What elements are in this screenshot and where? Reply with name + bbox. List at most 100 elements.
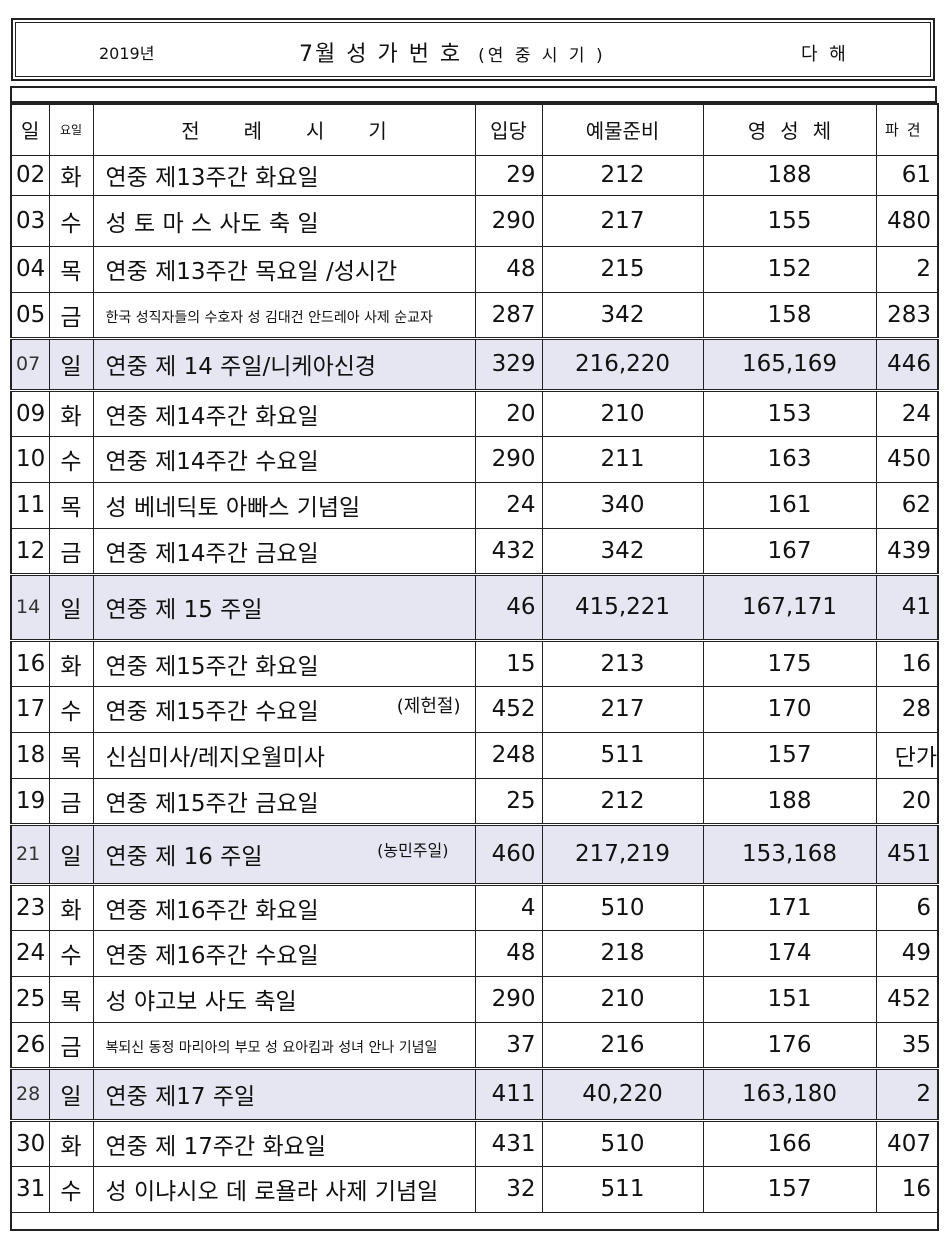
- row-day: 14: [10, 572, 50, 641]
- row-offertory: 216: [541, 1021, 704, 1069]
- row-dismissal: 2: [875, 1066, 939, 1121]
- row-dow: 화: [48, 388, 94, 437]
- liturgy-text: 연중 제 15 주일: [105, 597, 263, 623]
- row-communion: 153,168: [702, 822, 877, 885]
- row-day: 23: [10, 882, 50, 931]
- col-header-communion: 영성체: [702, 103, 877, 156]
- table-row: 16 화 연중 제15주간 화요일 15 213 175 16: [10, 638, 939, 687]
- table-row: 04 목 연중 제13주간 목요일 /성시간 48 215 152 2: [10, 245, 939, 293]
- liturgy-text: 연중 제16주간 화요일: [105, 897, 319, 924]
- liturgy-text: 성 베네딕토 아빠스 기념일: [105, 495, 361, 521]
- row-liturgy: 연중 제17 주일: [92, 1066, 476, 1121]
- table-row: 21 일 연중 제 16 주일 (농민주일) 460 217,219 153,168 451: [10, 822, 939, 885]
- row-communion: 163: [702, 435, 877, 483]
- row-offertory: 340: [541, 481, 704, 529]
- row-day: 28: [10, 1066, 50, 1121]
- row-communion: 174: [702, 929, 877, 977]
- row-dow: 목: [48, 731, 94, 779]
- row-entrance: 287: [474, 291, 543, 339]
- row-offertory: 212: [541, 777, 704, 825]
- row-liturgy: 복되신 동정 마리아의 부모 성 요아킴과 성녀 안나 기념일: [92, 1021, 476, 1069]
- table-row: 17 수 연중 제15주간 수요일 (제헌절) 452 217 170 28: [10, 685, 939, 733]
- row-offertory: 40,220: [541, 1066, 704, 1121]
- liturgy-text: 성 야고보 사도 축일: [105, 989, 297, 1015]
- row-day: 31: [10, 1165, 50, 1213]
- row-dow: 일: [48, 572, 94, 641]
- hymn-number-table: 일 요일 전례시기 입당 예물준비 영성체 파견 02 화 연중 제13주간 화요일…: [10, 103, 939, 1231]
- row-offertory: 511: [541, 1165, 704, 1213]
- row-entrance: 329: [474, 336, 543, 391]
- row-entrance: 248: [474, 731, 543, 779]
- row-dow: 수: [48, 685, 94, 733]
- row-offertory: 218: [541, 929, 704, 977]
- table-row: 18 목 신심미사/레지오월미사 248 511 157 단가: [10, 731, 939, 779]
- row-entrance: 20: [474, 388, 543, 437]
- row-liturgy: 연중 제 14 주일/니케아신경: [92, 336, 476, 391]
- row-liturgy: 연중 제13주간 화요일: [92, 154, 476, 196]
- liturgy-text: 연중 제 17주간 화요일: [105, 1133, 326, 1160]
- table-row: 14 일 연중 제 15 주일 46 415,221 167,171 41: [10, 572, 939, 641]
- row-dow: 화: [48, 154, 94, 196]
- row-entrance: 24: [474, 481, 543, 529]
- row-liturgy: 연중 제15주간 수요일 (제헌절): [92, 685, 476, 733]
- table-top-rule: [10, 86, 937, 103]
- row-dismissal: 20: [875, 777, 939, 825]
- row-dow: 일: [48, 1066, 94, 1121]
- row-liturgy: 연중 제14주간 화요일: [92, 388, 476, 437]
- header-cycle: 다 해: [801, 44, 849, 65]
- table-row: 30 화 연중 제 17주간 화요일 431 510 166 407: [10, 1118, 939, 1167]
- table-row: 02 화 연중 제13주간 화요일 29 212 188 61: [10, 154, 939, 196]
- row-day: 12: [10, 527, 50, 575]
- table-row: 28 일 연중 제17 주일 411 40,220 163,180 2: [10, 1066, 939, 1121]
- row-day: 18: [10, 731, 50, 779]
- row-dismissal: 407: [875, 1118, 939, 1167]
- row-dismissal: 283: [875, 291, 939, 339]
- row-communion: 170: [702, 685, 877, 733]
- row-day: 25: [10, 975, 50, 1023]
- liturgy-text: 성 이냐시오 데 로욜라 사제 기념일: [105, 1179, 439, 1205]
- filler-cell: [10, 1211, 939, 1231]
- row-dismissal: 16: [875, 1165, 939, 1213]
- row-liturgy: 연중 제16주간 화요일: [92, 882, 476, 931]
- row-dow: 수: [48, 929, 94, 977]
- row-dow: 일: [48, 336, 94, 391]
- row-day: 24: [10, 929, 50, 977]
- row-entrance: 48: [474, 245, 543, 293]
- table-header-row: 일 요일 전례시기 입당 예물준비 영성체 파견: [10, 103, 939, 156]
- table-row: 03 수 성 토 마 스 사도 축 일 290 217 155 480: [10, 194, 939, 247]
- row-entrance: 290: [474, 975, 543, 1023]
- row-liturgy: 연중 제15주간 금요일: [92, 777, 476, 825]
- row-dismissal: 2: [875, 245, 939, 293]
- row-liturgy: 성 토 마 스 사도 축 일: [92, 194, 476, 247]
- row-dismissal: 61: [875, 154, 939, 196]
- row-entrance: 29: [474, 154, 543, 196]
- row-day: 17: [10, 685, 50, 733]
- row-entrance: 290: [474, 435, 543, 483]
- row-dismissal: 451: [875, 822, 939, 885]
- page-title: 7월 성 가 번 호 (연 중 시 기 ): [299, 36, 606, 68]
- row-communion: 167,171: [702, 572, 877, 641]
- row-liturgy: 연중 제14주간 수요일: [92, 435, 476, 483]
- col-header-dismissal: 파견: [875, 103, 939, 156]
- table-filler-row: [10, 1211, 939, 1231]
- table-row: 11 목 성 베네딕토 아빠스 기념일 24 340 161 62: [10, 481, 939, 529]
- row-day: 26: [10, 1021, 50, 1069]
- row-dismissal: 439: [875, 527, 939, 575]
- row-offertory: 210: [541, 388, 704, 437]
- row-day: 30: [10, 1118, 50, 1167]
- table-row: 26 금 복되신 동정 마리아의 부모 성 요아킴과 성녀 안나 기념일 37 216 1…: [10, 1021, 939, 1069]
- row-liturgy: 연중 제 15 주일: [92, 572, 476, 641]
- row-offertory: 213: [541, 638, 704, 687]
- row-dow: 수: [48, 1165, 94, 1213]
- row-liturgy: 연중 제15주간 화요일: [92, 638, 476, 687]
- row-communion: 167: [702, 527, 877, 575]
- liturgy-text: 연중 제14주간 수요일: [105, 449, 319, 475]
- table-row: 12 금 연중 제14주간 금요일 432 342 167 439: [10, 527, 939, 575]
- row-dismissal: 28: [875, 685, 939, 733]
- row-communion: 157: [702, 731, 877, 779]
- col-header-offertory: 예물준비: [541, 103, 704, 156]
- row-liturgy: 연중 제16주간 수요일: [92, 929, 476, 977]
- row-dow: 일: [48, 822, 94, 885]
- row-offertory: 510: [541, 882, 704, 931]
- liturgy-note: (농민주일): [377, 841, 449, 860]
